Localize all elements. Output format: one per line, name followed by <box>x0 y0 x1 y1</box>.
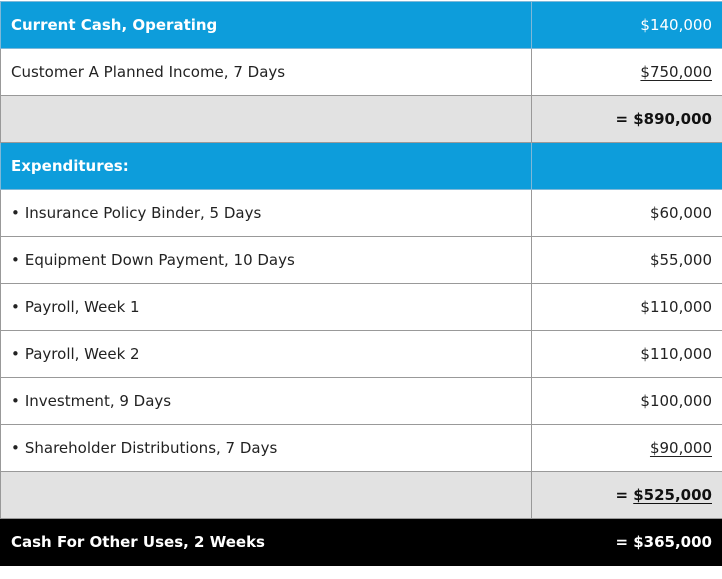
cash-flow-table: Current Cash, Operating $140,000 Custome… <box>0 1 722 566</box>
expenditure-label-text: Equipment Down Payment, 10 Days <box>24 251 295 269</box>
expenditures-subtotal-row: = $525,000 <box>0 471 722 519</box>
planned-income-row: Customer A Planned Income, 7 Days $750,0… <box>0 48 722 96</box>
expenditure-value: $90,000 <box>531 424 722 472</box>
expenditures-header-value <box>531 142 722 190</box>
expenditure-value: $110,000 <box>531 283 722 331</box>
expenditure-label: • Payroll, Week 2 <box>0 330 532 378</box>
expenditure-value: $110,000 <box>531 330 722 378</box>
total-label: Cash For Other Uses, 2 Weeks <box>0 518 532 566</box>
expenditure-value: $100,000 <box>531 377 722 425</box>
planned-income-amount: $750,000 <box>640 63 712 81</box>
expenditure-row: • Investment, 9 Days $100,000 <box>0 377 722 425</box>
total-value: = $365,000 <box>531 518 722 566</box>
expenditures-subtotal-amount: $525,000 <box>633 486 712 504</box>
expenditure-label-text: Payroll, Week 1 <box>24 298 140 316</box>
expenditure-label-text: Investment, 9 Days <box>24 392 172 410</box>
income-subtotal-label <box>0 95 532 143</box>
expenditure-label: • Equipment Down Payment, 10 Days <box>0 236 532 284</box>
expenditure-value: $55,000 <box>531 236 722 284</box>
expenditure-label-text: Shareholder Distributions, 7 Days <box>24 439 278 457</box>
bullet-icon: • <box>11 204 20 222</box>
total-row: Cash For Other Uses, 2 Weeks = $365,000 <box>0 518 722 566</box>
bullet-icon: • <box>11 439 20 457</box>
expenditure-row: • Payroll, Week 2 $110,000 <box>0 330 722 378</box>
expenditure-label: • Payroll, Week 1 <box>0 283 532 331</box>
expenditure-label: • Shareholder Distributions, 7 Days <box>0 424 532 472</box>
planned-income-label: Customer A Planned Income, 7 Days <box>0 48 532 96</box>
expenditure-label: • Insurance Policy Binder, 5 Days <box>0 189 532 237</box>
bullet-icon: • <box>11 251 20 269</box>
bullet-icon: • <box>11 298 20 316</box>
expenditures-subtotal-value: = $525,000 <box>531 471 722 519</box>
expenditure-value: $60,000 <box>531 189 722 237</box>
current-cash-row: Current Cash, Operating $140,000 <box>0 1 722 49</box>
expenditures-subtotal-label <box>0 471 532 519</box>
bullet-icon: • <box>11 345 20 363</box>
bullet-icon: • <box>11 392 20 410</box>
expenditure-amount: $90,000 <box>649 439 712 457</box>
expenditure-label-text: Insurance Policy Binder, 5 Days <box>24 204 262 222</box>
expenditures-subtotal-prefix: = <box>615 486 634 504</box>
current-cash-value: $140,000 <box>531 1 722 49</box>
expenditure-label: • Investment, 9 Days <box>0 377 532 425</box>
expenditure-label-text: Payroll, Week 2 <box>24 345 140 363</box>
income-subtotal-row: = $890,000 <box>0 95 722 143</box>
expenditure-row: • Insurance Policy Binder, 5 Days $60,000 <box>0 189 722 237</box>
expenditures-header-row: Expenditures: <box>0 142 722 190</box>
planned-income-value: $750,000 <box>531 48 722 96</box>
current-cash-label: Current Cash, Operating <box>0 1 532 49</box>
income-subtotal-value: = $890,000 <box>531 95 722 143</box>
expenditure-row: • Shareholder Distributions, 7 Days $90,0… <box>0 424 722 472</box>
expenditure-row: • Payroll, Week 1 $110,000 <box>0 283 722 331</box>
expenditure-row: • Equipment Down Payment, 10 Days $55,000 <box>0 236 722 284</box>
expenditures-header-label: Expenditures: <box>0 142 532 190</box>
